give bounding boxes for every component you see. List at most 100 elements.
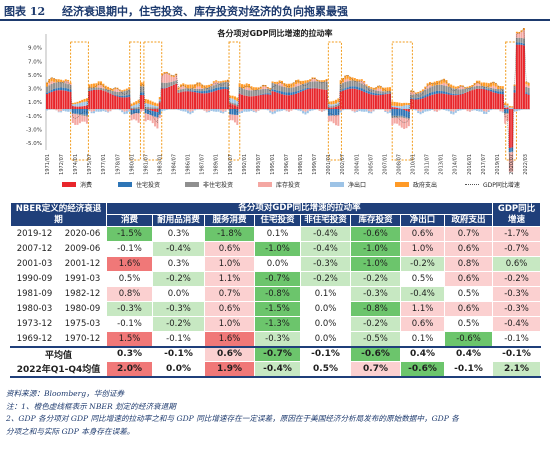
legend-label: 消费 <box>80 181 93 189</box>
bar-segment <box>50 83 53 91</box>
bar-segment <box>283 86 286 87</box>
table-cell: -0.4% <box>492 316 542 332</box>
bar-segment <box>212 85 215 89</box>
bar-segment <box>104 88 107 92</box>
bar-segment <box>370 94 373 110</box>
bar-segment <box>436 80 439 85</box>
x-tick-label: 1989/01 <box>214 154 220 175</box>
bar-segment <box>353 80 356 87</box>
bar-segment <box>492 88 495 91</box>
bar-segment <box>250 96 253 110</box>
bar-segment <box>179 92 182 110</box>
bar-segment <box>196 86 199 89</box>
bar-segment <box>473 85 476 87</box>
bar-segment <box>370 88 373 93</box>
bar-segment <box>513 85 516 91</box>
table-cell: -0.3% <box>492 301 542 317</box>
bar-segment <box>414 92 417 94</box>
bar-segment <box>57 79 60 83</box>
bar-segment <box>501 111 504 113</box>
bar-segment <box>497 89 500 92</box>
bar-segment <box>330 107 333 110</box>
table-cell: 0.6% <box>492 256 542 272</box>
bar-segment <box>518 37 521 43</box>
bar-segment <box>271 83 274 90</box>
table-cell: 0.6% <box>400 316 446 332</box>
bar-segment <box>302 110 305 114</box>
summary-cell: 0.7% <box>350 361 402 378</box>
bar-segment <box>309 109 312 112</box>
bar-segment <box>69 82 72 84</box>
bar-segment <box>74 106 77 110</box>
bar-segment <box>436 90 439 94</box>
bar-segment <box>48 79 51 84</box>
bar-segment <box>351 109 354 111</box>
bar-segment <box>358 89 361 110</box>
bar-segment <box>353 109 356 112</box>
bar-segment <box>280 91 283 95</box>
bar-segment <box>339 91 342 110</box>
bar-segment <box>109 109 112 112</box>
bar-segment <box>485 82 488 87</box>
bar-segment <box>252 109 255 111</box>
bar-segment <box>447 109 450 112</box>
bar-segment <box>156 112 159 118</box>
table-cell: -0.4% <box>300 241 352 257</box>
bar-segment <box>332 115 335 124</box>
bar-segment <box>525 81 528 85</box>
bar-segment <box>226 81 229 83</box>
bar-segment <box>217 87 220 90</box>
bar-segment <box>313 79 316 82</box>
bar-segment <box>494 86 497 89</box>
bar-segment <box>295 91 298 94</box>
bar-segment <box>410 91 413 95</box>
bar-segment <box>205 109 208 112</box>
bar-segment <box>292 87 295 93</box>
bar-segment <box>130 107 133 110</box>
bar-segment <box>443 82 446 86</box>
bar-segment <box>252 96 255 110</box>
bar-segment <box>95 89 98 110</box>
bar-segment <box>346 75 349 79</box>
bar-segment <box>62 82 65 88</box>
bar-segment <box>114 89 117 92</box>
bar-segment <box>461 89 464 94</box>
bar-segment <box>53 91 56 110</box>
bar-segment <box>78 115 81 124</box>
bar-segment <box>283 92 286 95</box>
table-cell: 1.1% <box>400 301 446 317</box>
bar-segment <box>290 92 293 96</box>
bar-segment <box>334 106 337 110</box>
bar-segment <box>428 109 431 111</box>
bar-segment <box>525 92 528 94</box>
bar-segment <box>64 79 67 82</box>
bar-segment <box>226 89 229 110</box>
bar-segment <box>405 118 408 129</box>
bar-segment <box>367 86 370 88</box>
bar-segment <box>323 81 326 90</box>
bar-segment <box>57 82 60 88</box>
legend-item: 库存投资 <box>258 178 300 190</box>
bar-segment <box>391 107 394 110</box>
bar-segment <box>414 99 417 110</box>
bar-segment <box>135 109 138 114</box>
header-rule <box>0 19 550 21</box>
bar-segment <box>480 82 483 86</box>
summary-cell: -0.1% <box>492 345 542 362</box>
bar-segment <box>309 87 312 89</box>
bar-segment <box>389 110 392 113</box>
bar-segment <box>475 83 478 87</box>
bar-segment <box>374 93 377 96</box>
table-cell: -0.6% <box>350 226 402 242</box>
bar-segment <box>215 84 218 88</box>
table-cell: -1.0% <box>254 241 302 257</box>
table-cell: -0.2% <box>350 316 402 332</box>
bar-segment <box>175 75 178 81</box>
bar-segment <box>271 81 274 84</box>
bar-segment <box>419 90 422 93</box>
bar-segment <box>421 109 424 111</box>
table-cell: -0.3% <box>254 331 302 347</box>
bar-segment <box>443 85 446 92</box>
bar-segment <box>165 73 168 83</box>
x-tick-label: 1972/07 <box>59 154 65 175</box>
